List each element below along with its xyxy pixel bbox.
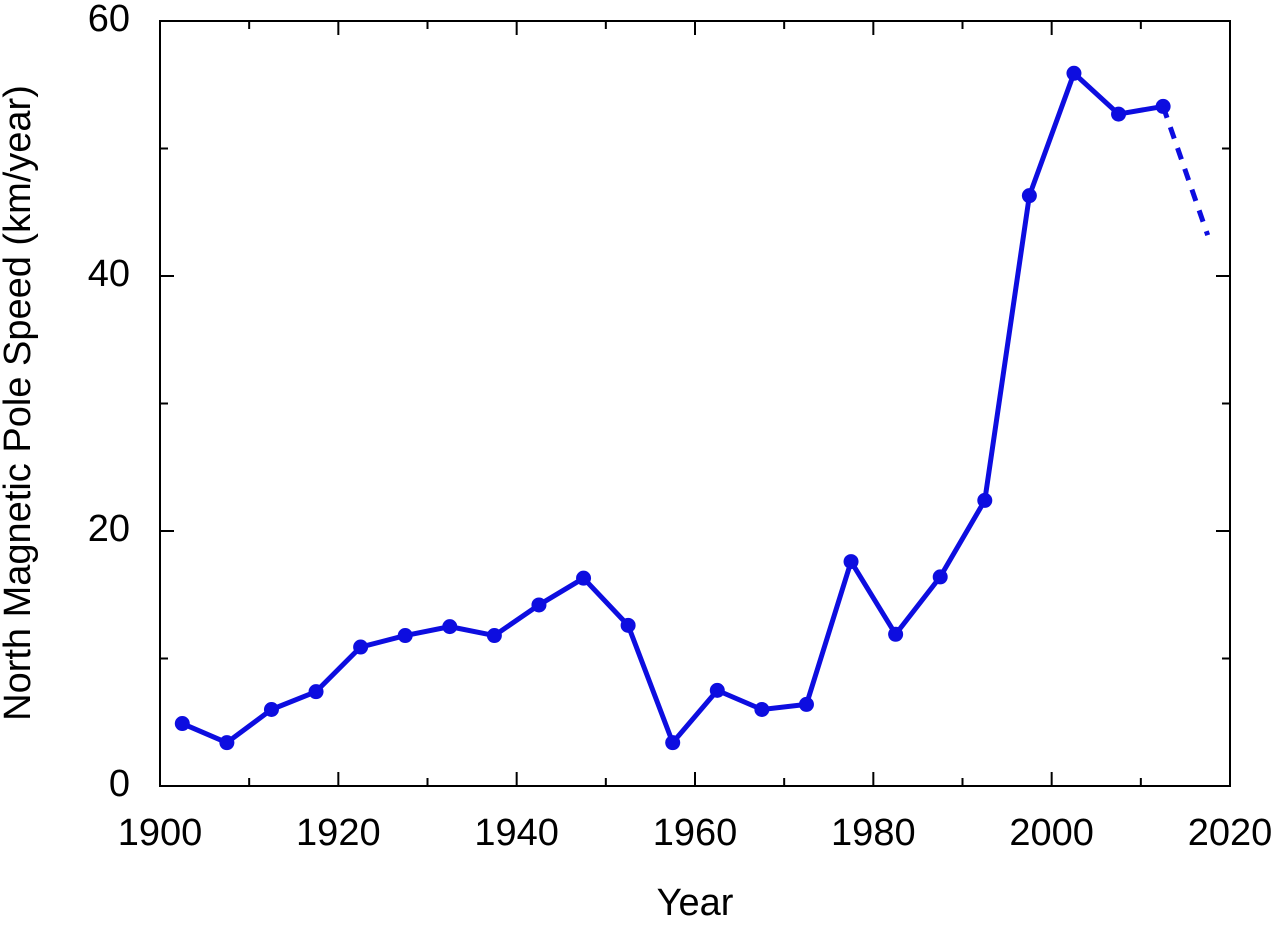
data-point xyxy=(486,628,502,644)
x-tick-label: 1960 xyxy=(653,812,738,854)
data-point xyxy=(219,735,235,751)
data-point xyxy=(353,639,369,655)
data-point xyxy=(397,628,413,644)
data-point xyxy=(263,702,279,717)
data-point xyxy=(798,696,814,712)
series-line xyxy=(181,70,1164,746)
data-point xyxy=(888,626,904,642)
y-axis-label: North Magnetic Pole Speed (km/year) xyxy=(0,85,39,721)
data-point xyxy=(932,569,948,585)
x-tick-label: 2020 xyxy=(1188,812,1273,854)
y-tick-label: 20 xyxy=(88,508,130,550)
y-tick-label: 40 xyxy=(88,253,130,295)
y-tick-label: 60 xyxy=(88,0,130,40)
data-point xyxy=(977,492,993,508)
data-point xyxy=(442,619,458,635)
x-tick-label: 2000 xyxy=(1009,812,1094,854)
data-point xyxy=(308,684,324,700)
x-tick-label: 1900 xyxy=(118,812,203,854)
data-point xyxy=(174,716,190,732)
x-tick-label: 1920 xyxy=(296,812,381,854)
data-point xyxy=(1066,65,1082,81)
data-point xyxy=(531,597,547,613)
data-point xyxy=(620,617,636,633)
data-point xyxy=(1021,188,1037,204)
data-point xyxy=(1111,106,1127,122)
data-point xyxy=(754,702,770,717)
x-tick-label: 1940 xyxy=(474,812,559,854)
plot-frame xyxy=(159,20,1231,787)
y-tick-label: 0 xyxy=(109,763,130,805)
data-point xyxy=(843,554,859,570)
x-tick-label: 1980 xyxy=(831,812,916,854)
data-point xyxy=(665,735,681,751)
data-point xyxy=(576,570,592,586)
x-axis-label: Year xyxy=(657,882,734,924)
series-line xyxy=(1160,105,1211,237)
data-point xyxy=(709,682,725,698)
